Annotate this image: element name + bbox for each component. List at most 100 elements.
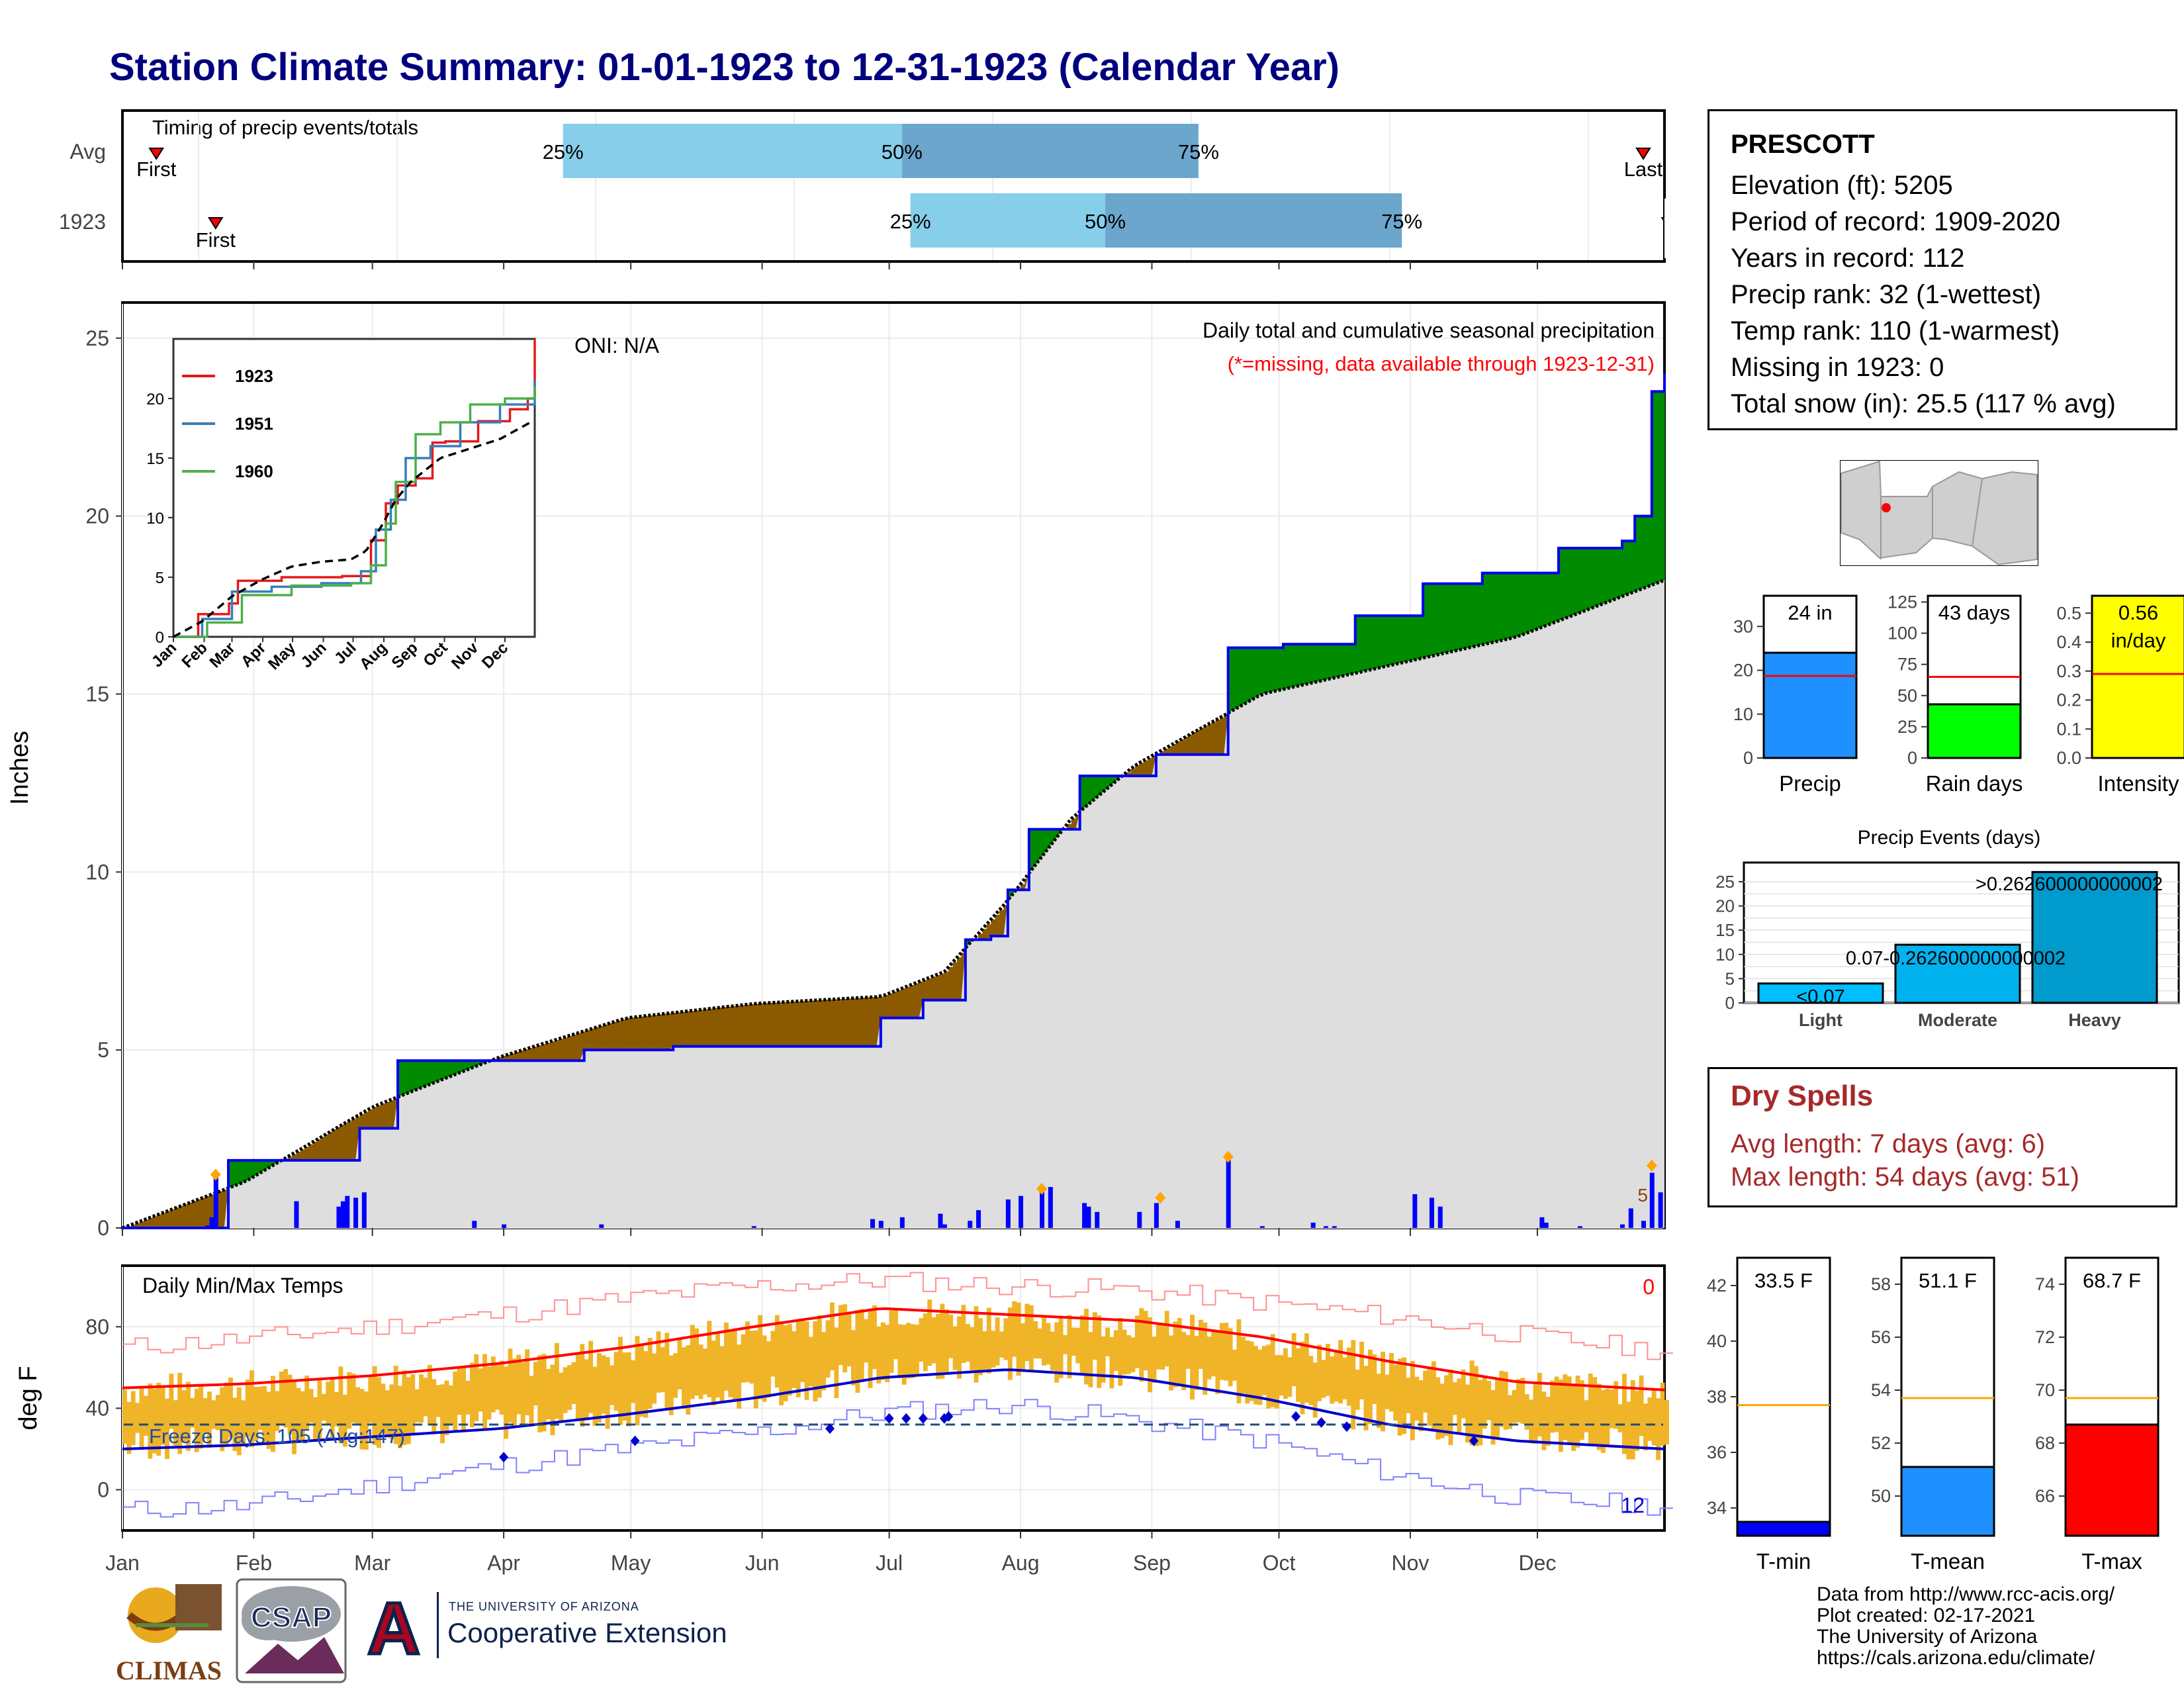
daily-temp-range-bar <box>702 1348 707 1395</box>
daily-temp-range-bar <box>796 1320 801 1397</box>
daily-temp-range-bar <box>1575 1376 1580 1448</box>
precip-deficit-area <box>919 981 924 1018</box>
daily-temp-range-bar <box>1402 1357 1407 1434</box>
month-label: Aug <box>1002 1551 1040 1575</box>
precip-deficit-area <box>317 1139 322 1160</box>
precip-deficit-area <box>940 973 945 1000</box>
precip-surplus-area <box>406 1060 411 1094</box>
precip-deficit-area <box>1148 758 1153 776</box>
precip-surplus-area <box>1473 583 1479 647</box>
daily-precip-bar <box>1082 1203 1087 1228</box>
precip-surplus-area <box>1482 573 1487 645</box>
events-category-label: Heavy <box>2068 1010 2121 1030</box>
record-low-marker <box>1342 1421 1351 1432</box>
daily-temp-range-bar <box>732 1328 737 1401</box>
precip-surplus-area <box>410 1060 416 1092</box>
mini-bar-precip <box>1762 651 1858 759</box>
timing-pct-label: 75% <box>1381 210 1422 233</box>
precip-deficit-area <box>1219 718 1224 755</box>
station-info-line: Elevation (ft): 5205 <box>1731 171 1953 200</box>
daily-temp-range-bar <box>156 1382 161 1456</box>
daily-temp-range-bar <box>622 1352 627 1421</box>
precip-surplus-area <box>965 939 970 949</box>
precip-surplus-area <box>414 1060 420 1091</box>
precip-surplus-area <box>1524 573 1529 634</box>
daily-temp-range-bar <box>1075 1328 1081 1364</box>
daily-temp-range-bar <box>122 1389 127 1444</box>
precip-deficit-area <box>220 1191 225 1228</box>
precip-deficit-area <box>617 1020 623 1051</box>
precip-deficit-area <box>885 994 890 1018</box>
daily-temp-range-bar <box>512 1358 517 1428</box>
precip-caption: Daily total and cumulative seasonal prec… <box>1203 318 1655 342</box>
inset-legend-label: 1960 <box>235 461 273 481</box>
daily-temp-range-bar <box>1194 1336 1199 1390</box>
timing-marker <box>148 148 165 160</box>
record-low-line <box>122 1399 1673 1518</box>
dry-spells-box: Dry Spells Avg length: 7 days (avg: 6) M… <box>1707 1067 2177 1207</box>
daily-temp-range-bar <box>144 1395 148 1436</box>
inset-tick-label: 10 <box>146 510 164 528</box>
precip-surplus-area <box>1363 616 1369 672</box>
precip-surplus-area <box>1037 829 1042 863</box>
temp-bar-tick-label: 54 <box>1871 1380 1891 1400</box>
daily-temp-range-bar <box>271 1376 275 1452</box>
precip-surplus-area <box>1647 516 1653 587</box>
precip-deficit-area <box>745 1004 750 1047</box>
temp-bar-tick-label: 70 <box>2035 1380 2055 1400</box>
precip-deficit-area <box>787 1002 792 1047</box>
daily-temp-range-bar <box>402 1370 407 1446</box>
precip-deficit-area <box>719 1007 725 1047</box>
precip-deficit-area <box>1021 884 1026 890</box>
daily-temp-range-bar <box>779 1323 784 1405</box>
precip-deficit-area <box>868 997 873 1047</box>
temp-bar-value-label: 33.5 F <box>1754 1269 1813 1292</box>
precip-surplus-area <box>1406 616 1411 662</box>
precip-deficit-area <box>338 1127 343 1160</box>
precip-deficit-area <box>737 1006 742 1047</box>
daily-temp-range-bar <box>1393 1364 1398 1421</box>
daily-temp-range-bar <box>897 1324 903 1378</box>
daily-temp-range-bar <box>635 1336 640 1426</box>
timing-label: Timing of precip events/totals <box>152 116 418 139</box>
precip-deficit-area <box>148 1218 153 1228</box>
mini-bar-tick-label: 0.4 <box>2056 632 2081 652</box>
daily-temp-range-bar <box>1630 1380 1635 1460</box>
daily-temp-range-bar <box>715 1333 721 1398</box>
daily-temp-range-bar <box>1249 1341 1254 1401</box>
precip-deficit-area <box>707 1009 712 1047</box>
daily-temp-range-bar <box>850 1330 856 1385</box>
events-bar-moderate <box>1894 943 2021 1004</box>
precip-deficit-area <box>139 1221 144 1228</box>
events-category-label: Light <box>1799 1010 1843 1030</box>
page-title: Station Climate Summary: 01-01-1923 to 1… <box>109 46 1340 89</box>
timing-row-avg: Avg <box>69 140 106 164</box>
daily-precip-bar <box>1658 1192 1663 1228</box>
precip-deficit-area <box>762 1003 767 1047</box>
temp-missing-count: 0 <box>1643 1275 1655 1299</box>
precip-surplus-area <box>1346 644 1351 675</box>
avg-cumulative-line <box>122 579 1665 1230</box>
daily-temp-range-bar <box>1058 1318 1064 1378</box>
daily-precip-bar <box>1412 1194 1418 1228</box>
daily-temp-range-bar <box>550 1364 555 1436</box>
precip-surplus-area <box>1393 616 1398 665</box>
precip-deficit-area <box>351 1119 356 1160</box>
precip-surplus-area <box>1257 647 1263 697</box>
daily-temp-range-bar <box>1410 1360 1415 1440</box>
daily-temp-range-bar <box>919 1318 924 1362</box>
precip-deficit-area <box>817 1000 822 1047</box>
precip-deficit-area <box>723 1007 729 1047</box>
timing-bar-25-50 <box>563 124 902 178</box>
daily-temp-range-bar <box>1308 1356 1314 1405</box>
daily-temp-range-bar <box>1325 1344 1330 1396</box>
precip-deficit-area <box>1067 823 1072 829</box>
precip-deficit-area <box>829 999 835 1047</box>
precip-deficit-area <box>686 1011 691 1047</box>
daily-precip-bar <box>870 1219 875 1228</box>
daily-temp-range-bar <box>448 1385 453 1426</box>
daily-temp-range-bar <box>1084 1309 1089 1385</box>
freeze-days-label: Freeze Days: 105 (Avg:147) <box>149 1425 405 1448</box>
daily-temp-range-bar <box>1473 1366 1479 1446</box>
precip-surplus-area <box>1439 583 1445 655</box>
